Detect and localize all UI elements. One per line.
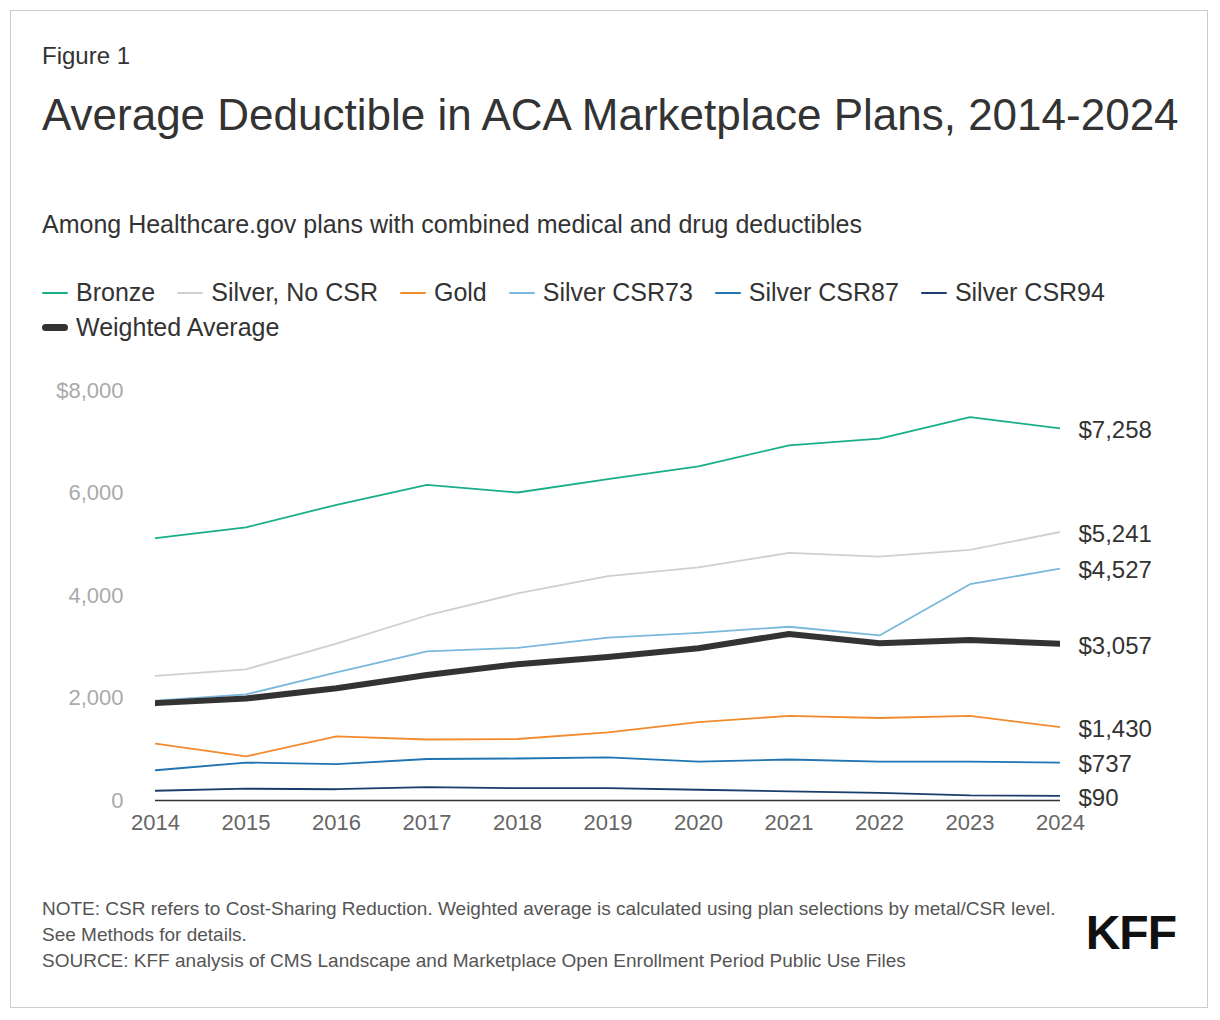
svg-text:$737: $737 xyxy=(1079,750,1132,777)
svg-text:2014: 2014 xyxy=(131,810,180,835)
svg-text:2018: 2018 xyxy=(493,810,542,835)
svg-text:2015: 2015 xyxy=(222,810,271,835)
html-text:Silver CSR73: Silver CSR73 xyxy=(542,278,693,306)
svg-text:2,000: 2,000 xyxy=(68,685,123,710)
html-text:SOURCE: KFF analysis of CMS La: SOURCE: KFF analysis of CMS Landscape an… xyxy=(42,950,906,971)
svg-text:$90: $90 xyxy=(1079,784,1119,811)
html-text:Gold: Gold xyxy=(433,278,487,306)
html-text:Weighted Average: Weighted Average xyxy=(76,313,280,341)
html-text:KFF: KFF xyxy=(1085,906,1176,959)
html-text:Among Healthcare.gov plans wit: Among Healthcare.gov plans with combined… xyxy=(42,210,862,238)
html-text:NOTE: CSR refers to Cost-Shari: NOTE: CSR refers to Cost-Sharing Reducti… xyxy=(42,898,1056,945)
svg-text:$5,241: $5,241 xyxy=(1079,520,1152,547)
html-text:Silver CSR87: Silver CSR87 xyxy=(748,278,899,306)
svg-text:2016: 2016 xyxy=(312,810,361,835)
html-text:Average Deductible in ACA Mark: Average Deductible in ACA Marketplace Pl… xyxy=(42,90,1179,139)
svg-text:0: 0 xyxy=(111,788,123,813)
html-text:Silver CSR94: Silver CSR94 xyxy=(954,278,1105,306)
svg-text:2019: 2019 xyxy=(584,810,633,835)
svg-text:6,000: 6,000 xyxy=(68,480,123,505)
svg-text:2021: 2021 xyxy=(765,810,814,835)
svg-text:$4,527: $4,527 xyxy=(1079,556,1152,583)
svg-text:2020: 2020 xyxy=(674,810,723,835)
html-text:Bronze: Bronze xyxy=(76,278,156,306)
html-text:Silver, No CSR: Silver, No CSR xyxy=(211,278,378,306)
svg-text:$8,000: $8,000 xyxy=(56,378,123,403)
svg-text:$7,258: $7,258 xyxy=(1079,416,1152,443)
svg-text:2023: 2023 xyxy=(946,810,995,835)
svg-text:2024: 2024 xyxy=(1036,810,1085,835)
svg-text:$3,057: $3,057 xyxy=(1079,632,1152,659)
svg-text:4,000: 4,000 xyxy=(68,583,123,608)
svg-text:$1,430: $1,430 xyxy=(1079,715,1152,742)
svg-text:2017: 2017 xyxy=(403,810,452,835)
svg-text:2022: 2022 xyxy=(855,810,904,835)
html-text:Figure 1: Figure 1 xyxy=(42,42,130,69)
